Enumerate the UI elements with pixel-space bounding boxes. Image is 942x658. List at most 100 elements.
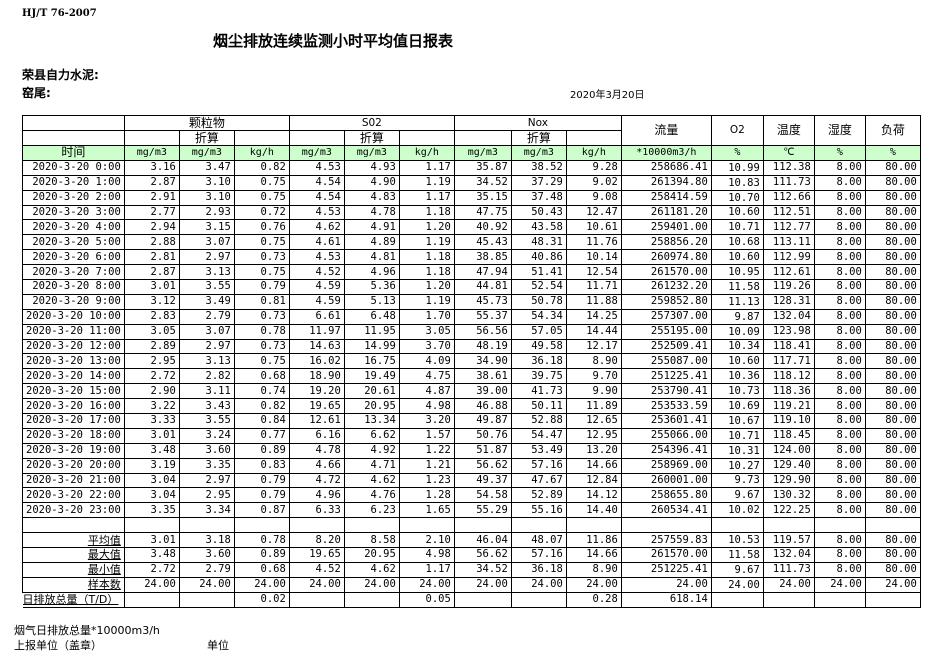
- value-cell: 258414.59: [620, 189, 712, 206]
- value-cell: 50.43: [510, 204, 567, 221]
- value-cell: 4.62: [343, 561, 400, 578]
- row-label: 日排放总量（T/D）: [22, 591, 125, 608]
- value-cell: 19.49: [343, 368, 400, 385]
- table-row: 2020-3-20 21:00 3.04 2.97 0.79 4.72 4.62 1.23 4…: [22, 472, 921, 489]
- value-cell: 1.28: [398, 487, 455, 504]
- value-cell: 14.44: [565, 323, 622, 340]
- table-row: 2020-3-20 5:00 2.88 3.07 0.75 4.61 4.89 1.19 45…: [22, 234, 921, 251]
- value-cell: 0.75: [233, 174, 290, 191]
- value-cell: 80.00: [864, 338, 921, 355]
- value-cell: 11.13: [710, 293, 764, 310]
- value-cell: 0.02: [233, 591, 290, 608]
- value-cell: 1.19: [398, 293, 455, 310]
- value-cell: [343, 591, 400, 608]
- value-cell: 2.72: [123, 368, 180, 385]
- header-nox-converted: 折算: [510, 130, 567, 146]
- value-cell: 4.62: [343, 472, 400, 489]
- value-cell: 80.00: [864, 323, 921, 340]
- value-cell: 24.00: [398, 576, 455, 593]
- time-cell: 2020-3-20 0:00: [22, 159, 125, 176]
- value-cell: 20.61: [343, 383, 400, 400]
- value-cell: 57.05: [510, 323, 567, 340]
- time-cell: 2020-3-20 18:00: [22, 427, 125, 444]
- value-cell: 12.54: [565, 264, 622, 281]
- value-cell: 261181.20: [620, 204, 712, 221]
- value-cell: 1.23: [398, 472, 455, 489]
- value-cell: 8.00: [813, 204, 866, 221]
- value-cell: 10.27: [710, 457, 764, 474]
- value-cell: 0.84: [233, 413, 290, 429]
- table-row: 2020-3-20 2:00 2.91 3.10 0.75 4.54 4.83 1.17 35…: [22, 189, 921, 206]
- value-cell: 80.00: [864, 532, 921, 549]
- value-cell: 8.00: [813, 427, 866, 444]
- time-cell: 2020-3-20 1:00: [22, 174, 125, 191]
- value-cell: 12.47: [565, 204, 622, 221]
- time-cell: 2020-3-20 9:00: [22, 293, 125, 310]
- value-cell: 4.87: [398, 383, 455, 400]
- value-cell: 80.00: [864, 561, 921, 578]
- value-cell: 0.68: [233, 368, 290, 385]
- value-cell: 3.19: [123, 457, 180, 474]
- value-cell: 24.00: [343, 576, 400, 593]
- value-cell: 56.62: [453, 457, 512, 474]
- value-cell: 258856.20: [620, 234, 712, 251]
- value-cell: 1.21: [398, 457, 455, 474]
- value-cell: 112.38: [762, 159, 815, 176]
- time-cell: 2020-3-20 15:00: [22, 383, 125, 400]
- value-cell: 40.92: [453, 219, 512, 236]
- value-cell: 45.73: [453, 293, 512, 310]
- value-cell: 8.00: [813, 487, 866, 504]
- value-cell: 8.00: [813, 532, 866, 549]
- value-cell: 2.95: [123, 353, 180, 370]
- value-cell: 24.00: [710, 576, 764, 593]
- time-cell: 2020-3-20 12:00: [22, 338, 125, 355]
- value-cell: 24.00: [178, 576, 235, 593]
- value-cell: 118.36: [762, 383, 815, 400]
- value-cell: 3.33: [123, 413, 180, 429]
- value-cell: 259401.00: [620, 219, 712, 236]
- value-cell: 12.61: [288, 413, 345, 429]
- value-cell: 52.89: [510, 487, 567, 504]
- blank-row: [22, 517, 921, 534]
- table-row: 2020-3-20 19:00 3.48 3.60 0.89 4.78 4.92 1.22 5…: [22, 442, 921, 459]
- value-cell: 0.73: [233, 249, 290, 266]
- value-cell: 10.71: [710, 427, 764, 444]
- flue-gas-total-label: 烟气日排放总量*10000m3/h: [14, 624, 160, 637]
- value-cell: 35.15: [453, 189, 512, 206]
- value-cell: 130.32: [762, 487, 815, 504]
- value-cell: 80.00: [864, 189, 921, 206]
- value-cell: 3.16: [123, 159, 180, 176]
- table-row: 2020-3-20 20:00 3.19 3.35 0.83 4.66 4.71 1.21 5…: [22, 457, 921, 474]
- value-cell: 40.86: [510, 249, 567, 266]
- value-cell: 80.00: [864, 547, 921, 563]
- value-cell: 38.52: [510, 159, 567, 176]
- value-cell: 1.18: [398, 204, 455, 221]
- time-cell: 2020-3-20 20:00: [22, 457, 125, 474]
- value-cell: 251225.41: [620, 561, 712, 578]
- unit-cell: kg/h: [398, 145, 455, 161]
- value-cell: 39.75: [510, 368, 567, 385]
- header-load: 负荷: [864, 115, 921, 146]
- value-cell: 43.58: [510, 219, 567, 236]
- value-cell: 54.34: [510, 308, 567, 325]
- value-cell: 10.09: [710, 323, 764, 340]
- header-so2-converted: 折算: [343, 130, 400, 146]
- value-cell: 2.95: [178, 487, 235, 504]
- value-cell: 47.94: [453, 264, 512, 281]
- value-cell: 46.04: [453, 532, 512, 549]
- table-row: 2020-3-20 9:00 3.12 3.49 0.81 4.59 5.13 1.19 45…: [22, 293, 921, 310]
- table-row: 2020-3-20 22:00 3.04 2.95 0.79 4.96 4.76 1.28 5…: [22, 487, 921, 504]
- value-cell: 8.58: [343, 532, 400, 549]
- value-cell: 253790.41: [620, 383, 712, 400]
- table-row: 2020-3-20 18:00 3.01 3.24 0.77 6.16 6.62 1.57 5…: [22, 427, 921, 444]
- value-cell: 24.00: [233, 576, 290, 593]
- unit-label: 单位: [207, 639, 229, 652]
- value-cell: 20.95: [343, 547, 400, 563]
- value-cell: 3.01: [123, 532, 180, 549]
- value-cell: 1.19: [398, 234, 455, 251]
- value-cell: 8.00: [813, 502, 866, 519]
- value-cell: 4.91: [343, 219, 400, 236]
- table-row: 2020-3-20 13:00 2.95 3.13 0.75 16.02 16.75 4.0…: [22, 353, 921, 370]
- value-cell: 261570.00: [620, 547, 712, 563]
- value-cell: 10.14: [565, 249, 622, 266]
